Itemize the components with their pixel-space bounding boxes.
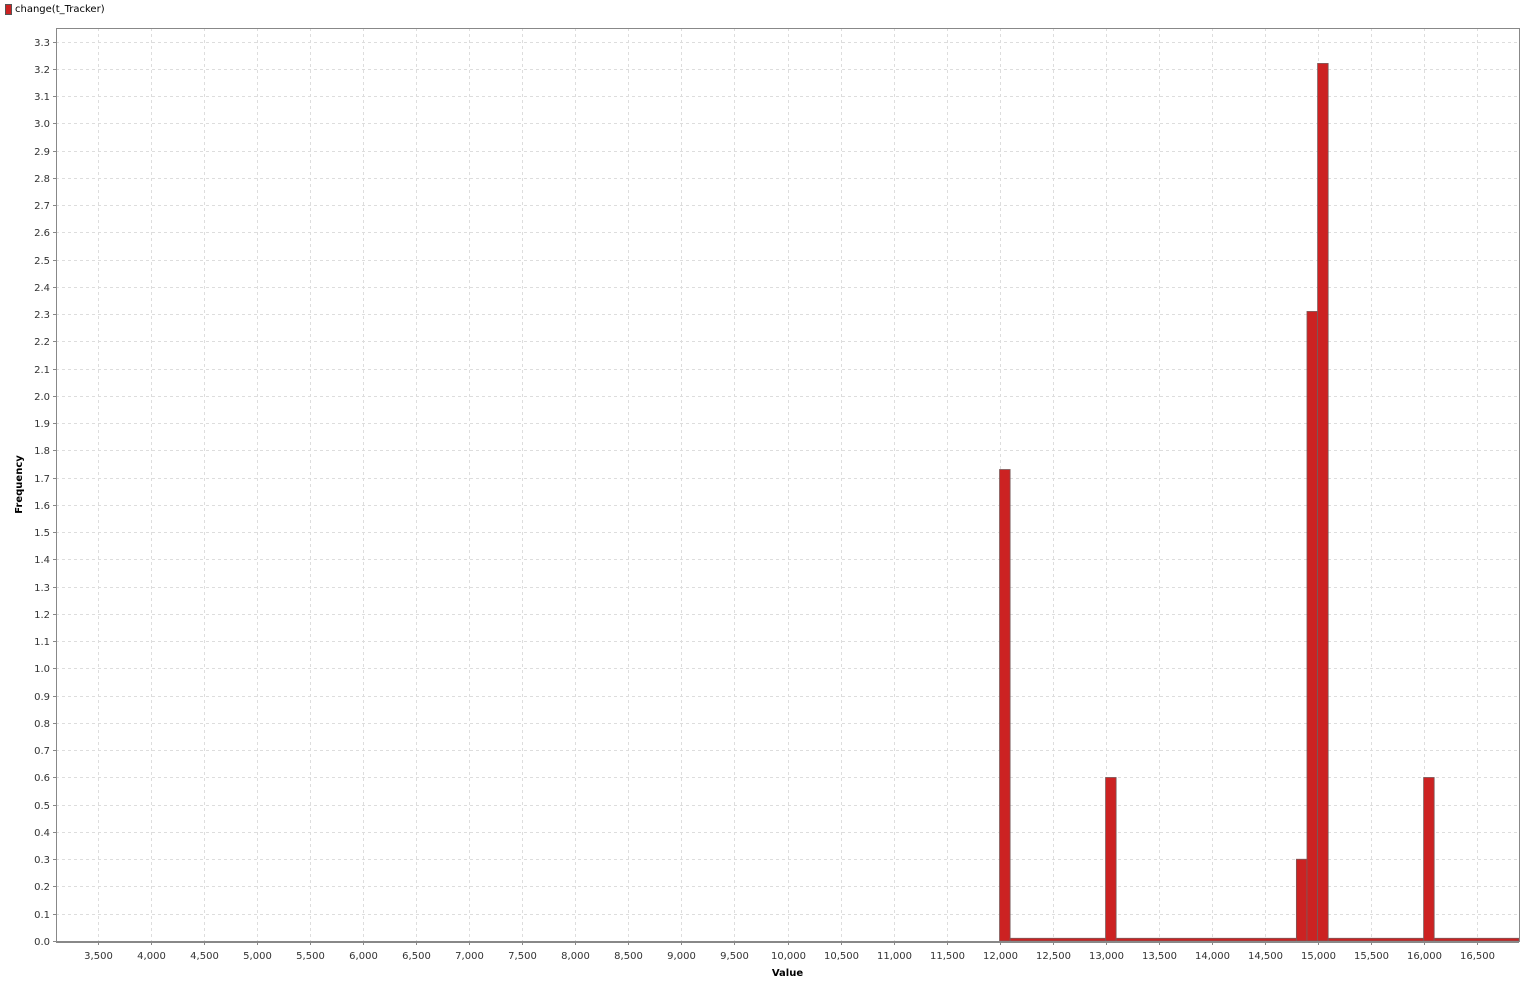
y-tick-label: 0.7 — [34, 746, 50, 757]
x-tick-label: 7,000 — [455, 951, 484, 962]
histogram-bar — [1105, 777, 1117, 942]
y-tick-label: 1.1 — [34, 637, 50, 648]
y-tick-label: 3.2 — [34, 65, 50, 76]
y-tick-label: 3.1 — [34, 92, 50, 103]
legend: change(t_Tracker) — [5, 2, 105, 16]
y-tick-label: 0.2 — [34, 882, 50, 893]
histogram-bar — [1423, 777, 1435, 942]
y-tick-label: 3.0 — [34, 119, 50, 130]
x-tick-label: 9,500 — [720, 951, 749, 962]
x-tick-label: 16,000 — [1407, 951, 1442, 962]
y-tick-label: 2.3 — [34, 310, 50, 321]
y-tick-label: 1.4 — [34, 555, 50, 566]
histogram-bar — [1115, 937, 1297, 942]
y-tick-label: 0.4 — [34, 828, 50, 839]
x-tick-label: 5,500 — [296, 951, 325, 962]
histogram-bar — [1306, 311, 1318, 942]
y-tick-label: 1.7 — [34, 474, 50, 485]
x-tick-label: 8,000 — [561, 951, 590, 962]
x-tick-label: 10,000 — [771, 951, 806, 962]
y-tick-label: 1.3 — [34, 583, 50, 594]
histogram-bar — [1295, 858, 1308, 942]
y-axis: 0.0 0.1 0.2 0.3 0.4 0.5 0.6 0.7 0.8 0.9 1.0 1.1 1.2 1… — [34, 38, 56, 948]
y-tick-label: 1.2 — [34, 610, 50, 621]
x-tick-label: 11,000 — [877, 951, 912, 962]
x-tick-label: 6,000 — [349, 951, 378, 962]
histogram-bar — [1327, 937, 1424, 942]
x-tick-label: 12,500 — [1036, 951, 1071, 962]
y-tick-label: 2.7 — [34, 201, 50, 212]
x-axis: 3,500 4,000 4,500 5,000 5,500 6,000 6,500 7,000… — [56, 941, 1519, 962]
y-tick-label: 2.0 — [34, 392, 50, 403]
y-tick-label: 0.3 — [34, 855, 50, 866]
x-tick-label: 13,000 — [1089, 951, 1124, 962]
histogram-bar — [1433, 937, 1520, 942]
x-tick-label: 14,000 — [1195, 951, 1230, 962]
y-tick-label: 1.0 — [34, 664, 50, 675]
x-tick-label: 8,500 — [614, 951, 643, 962]
x-tick-label: 4,500 — [190, 951, 219, 962]
y-tick-label: 2.1 — [34, 365, 50, 376]
y-tick-label: 0.1 — [34, 910, 50, 921]
x-tick-label: 16,500 — [1460, 951, 1495, 962]
y-tick-label: 0.5 — [34, 801, 50, 812]
x-tick-label: 3,500 — [84, 951, 113, 962]
y-tick-label: 2.9 — [34, 147, 50, 158]
y-axis-label: Frequency — [14, 455, 25, 514]
x-tick-label: 6,500 — [402, 951, 431, 962]
y-tick-label: 1.8 — [34, 446, 50, 457]
y-tick-label: 1.6 — [34, 501, 50, 512]
x-tick-label: 12,000 — [983, 951, 1018, 962]
x-tick-label: 7,500 — [508, 951, 537, 962]
x-tick-label: 9,000 — [667, 951, 696, 962]
legend-label: change(t_Tracker) — [15, 3, 105, 15]
x-tick-label: 5,000 — [243, 951, 272, 962]
histogram-bar — [1009, 937, 1106, 942]
y-tick-label: 3.3 — [34, 38, 50, 49]
y-tick-label: 2.8 — [34, 174, 50, 185]
y-tick-label: 1.5 — [34, 528, 50, 539]
y-tick-label: 2.5 — [34, 256, 50, 267]
legend-swatch — [5, 3, 12, 15]
x-axis-label: Value — [772, 968, 803, 979]
y-tick-label: 0.6 — [34, 773, 50, 784]
x-tick-label: 10,500 — [824, 951, 859, 962]
x-tick-label: 11,500 — [930, 951, 965, 962]
y-tick-label: 2.2 — [34, 337, 50, 348]
histogram-bar — [999, 469, 1011, 942]
x-tick-label: 15,500 — [1354, 951, 1389, 962]
x-tick-label: 14,500 — [1248, 951, 1283, 962]
histogram-bar — [1317, 63, 1329, 942]
y-tick-label: 0.8 — [34, 719, 50, 730]
y-tick-label: 2.4 — [34, 283, 50, 294]
grid — [56, 28, 1519, 941]
x-tick-label: 4,000 — [137, 951, 166, 962]
y-tick-label: 0.9 — [34, 692, 50, 703]
plot-background — [56, 28, 1519, 941]
y-tick-label: 0.0 — [34, 937, 50, 948]
x-tick-label: 15,000 — [1301, 951, 1336, 962]
x-tick-label: 13,500 — [1142, 951, 1177, 962]
y-tick-label: 2.6 — [34, 228, 50, 239]
y-tick-label: 1.9 — [34, 419, 50, 430]
